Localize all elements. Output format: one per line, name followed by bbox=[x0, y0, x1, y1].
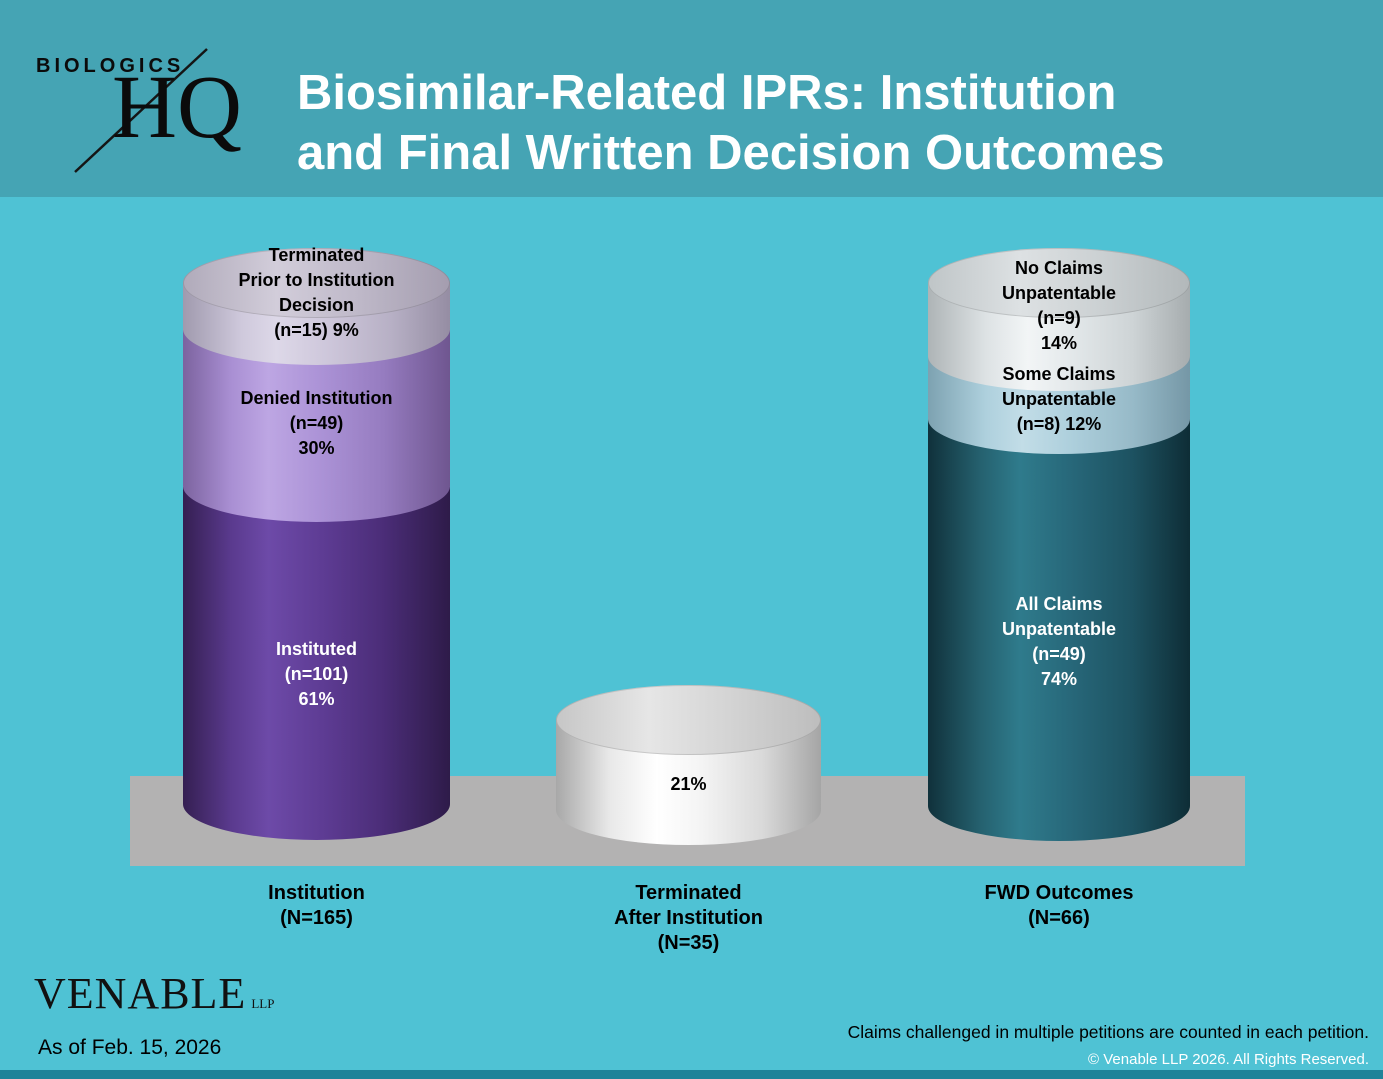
label-terminated-prior-to-institution: Terminated Prior to Institution Decision… bbox=[238, 245, 395, 340]
as-of-date: As of Feb. 15, 2026 bbox=[38, 1036, 222, 1059]
label-all-claims-unpatentable: All Claims Unpatentable (n=49) 74% bbox=[1001, 594, 1116, 689]
cylinder-terminated-after-institution bbox=[556, 685, 821, 845]
segment-all-claims-unpatentable bbox=[928, 419, 1190, 841]
label-terminated-after-institution: 21% bbox=[670, 774, 707, 794]
cylinder-institution bbox=[183, 248, 450, 840]
cylinder-top-face bbox=[556, 685, 821, 755]
label-denied-institution: Denied Institution (n=49) 30% bbox=[240, 388, 393, 458]
axis-label-institution: Institution (N=165) bbox=[268, 882, 365, 929]
header-band: BIOLOGICS HQ Biosimilar-Related IPRs: In… bbox=[0, 0, 1383, 197]
logo-slash-icon bbox=[74, 48, 208, 173]
cylinder-top-face bbox=[928, 248, 1190, 318]
cylinder-top-face bbox=[183, 248, 450, 318]
copyright-text: © Venable LLP 2026. All Rights Reserved. bbox=[1088, 1051, 1369, 1068]
logo-biologics-text: BIOLOGICS bbox=[36, 55, 185, 77]
venable-logo: VENABLE LLP bbox=[34, 968, 274, 1019]
label-no-claims-unpatentable: No Claims Unpatentable (n=9) 14% bbox=[1001, 258, 1116, 353]
venable-llp-suffix: LLP bbox=[251, 996, 275, 1011]
axis-label-fwd-outcomes: FWD Outcomes (N=66) bbox=[984, 882, 1134, 929]
label-some-claims-unpatentable: Some Claims Unpatentable (n=8) 12% bbox=[1001, 364, 1116, 434]
footnote: Claims challenged in multiple petitions … bbox=[847, 1022, 1369, 1042]
segment-instituted bbox=[183, 487, 450, 840]
logo-hq-text: HQ bbox=[112, 58, 242, 157]
axis-label-terminated-after-institution: Terminated After Institution (N=35) bbox=[614, 882, 763, 954]
biologics-hq-logo: BIOLOGICS HQ bbox=[30, 45, 270, 177]
label-instituted: Instituted (n=101) 61% bbox=[276, 639, 357, 709]
cylinder-fwd-outcomes bbox=[928, 248, 1190, 841]
page-title: Biosimilar-Related IPRs: Institution and… bbox=[297, 65, 1165, 181]
bottom-accent-strip bbox=[0, 1070, 1383, 1079]
venable-wordmark: VENABLE bbox=[34, 969, 247, 1018]
